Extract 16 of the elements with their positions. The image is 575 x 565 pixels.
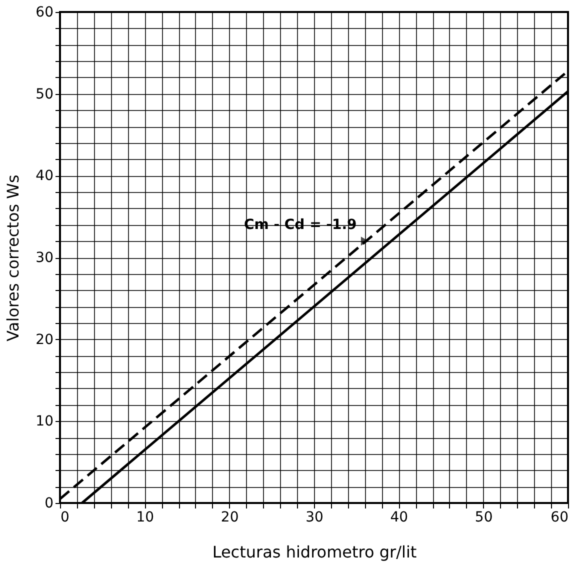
- x-tick-label: 30: [306, 510, 324, 526]
- y-tick-label: 20: [36, 332, 54, 348]
- y-tick-label: 50: [36, 86, 54, 102]
- x-tick-label: 0: [60, 510, 70, 526]
- x-tick-label: 40: [390, 510, 408, 526]
- x-tick-label: 50: [474, 510, 493, 526]
- y-axis-title: Valores correctos Ws: [4, 174, 23, 342]
- x-tick-label: 20: [220, 510, 239, 526]
- x-axis-title: Lecturas hidrometro gr/lit: [212, 542, 417, 562]
- x-tick-label: 60: [550, 510, 568, 526]
- y-tick-label: 60: [36, 4, 54, 20]
- x-tick-label: 10: [136, 510, 154, 526]
- y-tick-label: 10: [36, 414, 54, 430]
- y-tick-label: 40: [36, 168, 54, 184]
- y-tick-label: 30: [36, 250, 54, 266]
- y-tick-label: 0: [44, 496, 54, 512]
